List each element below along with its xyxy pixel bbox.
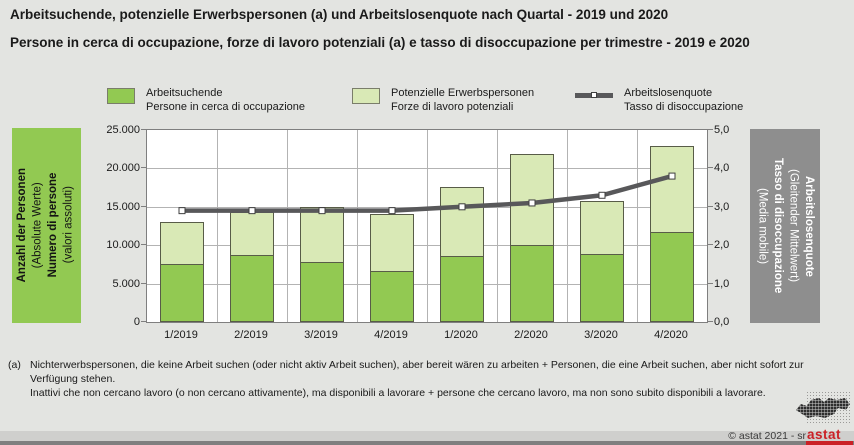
left-tick-label: 20.000 [106,162,140,175]
left-axis-tick [141,205,146,207]
plot-area [146,129,708,323]
legend-label-it: Forze di lavoro potenziali [391,100,514,113]
left-tick-label: 0 [133,316,140,328]
legend-label-de: Arbeitslosenquote [624,87,713,99]
right-tick-label: 2,0 [714,239,730,252]
legend-label-it: Tasso di disoccupazione [624,100,744,113]
x-label-3/2020: 3/2020 [584,329,618,341]
right-axis-tick [708,167,713,169]
bar-potenzielle-3/2020 [580,201,624,255]
line-marker-3/2019 [318,207,326,215]
line-marker-1/2019 [178,207,186,215]
bar-arbeitsuchende-3/2019 [300,262,344,322]
x-label-4/2020: 4/2020 [654,329,688,341]
footer-band [0,431,854,441]
right-tick-label: 0,0 [714,316,730,328]
legend-label-de: Arbeitsuchende [146,87,223,99]
bar-arbeitsuchende-3/2020 [580,254,624,322]
legend-label-it: Persone in cerca di occupazione [146,100,305,113]
x-label-1/2020: 1/2020 [444,329,478,341]
legend-item-potenzielle: Potenzielle Erwerbspersonen Forze di lav… [352,87,534,115]
line-marker-4/2020 [668,172,676,180]
right-tick-label: 4,0 [714,162,730,175]
v-gridline [287,130,288,322]
right-axis-title: Arbeitslosenquote (Gleitender Mittelwert… [756,158,816,294]
line-marker-2/2019 [248,207,256,215]
footnote-text: Nichterwerbspersonen, die keine Arbeit s… [30,359,828,401]
right-tick-label: 1,0 [714,277,730,290]
astat-logo-bar [806,441,853,445]
bar-potenzielle-1/2019 [160,222,204,265]
right-axis-tick [708,244,713,246]
astat-logo: astat [807,427,842,442]
v-gridline [567,130,568,322]
bar-potenzielle-4/2019 [370,214,414,272]
line-marker-3/2020 [598,191,606,199]
left-tick-label: 10.000 [106,239,140,252]
right-tick-label: 3,0 [714,200,730,213]
page-title-de: Arbeitsuchende, potenzielle Erwerbsperso… [10,7,669,22]
right-axis-tick [708,205,713,207]
footnote-it: Inattivi che non cercano lavoro (o non c… [30,386,766,399]
left-tick-label: 15.000 [106,200,140,213]
bar-potenzielle-4/2020 [650,146,694,233]
right-axis-tick [708,282,713,284]
legend-label-arbeitslosenquote: Arbeitslosenquote Tasso di disoccupazion… [624,87,743,115]
bar-arbeitsuchende-4/2020 [650,232,694,322]
legend-label-arbeitsuchende: Arbeitsuchende Persone in cerca di occup… [146,87,305,115]
x-label-3/2019: 3/2019 [304,329,338,341]
v-gridline [497,130,498,322]
left-tick-label: 5.000 [112,277,140,290]
legend-swatch-potenzielle [352,88,380,104]
v-gridline [427,130,428,322]
v-gridline [357,130,358,322]
bar-arbeitsuchende-4/2019 [370,271,414,322]
line-marker-4/2019 [388,207,396,215]
left-axis-tick [141,167,146,169]
right-axis-tick-labels: 5,0 4,0 3,0 2,0 1,0 0,0 [714,124,754,328]
legend-line-marker [591,92,597,98]
x-axis-labels: 1/2019 2/2019 3/2019 4/2019 1/2020 2/2020 3/20… [146,329,706,343]
right-axis-title-box: Arbeitslosenquote (Gleitender Mittelwert… [750,129,820,323]
footnote-marker: (a) [8,359,21,371]
footnote-de: Nichterwerbspersonen, die keine Arbeit s… [30,359,804,385]
x-label-2/2020: 2/2020 [514,329,548,341]
bar-potenzielle-1/2020 [440,187,484,257]
left-tick-label: 25.000 [106,124,140,136]
left-axis-tick [141,244,146,246]
bar-arbeitsuchende-2/2019 [230,255,274,322]
x-label-4/2019: 4/2019 [374,329,408,341]
right-tick-label: 5,0 [714,124,730,136]
right-axis-tick [708,321,713,322]
legend-line-swatch [575,92,613,98]
v-gridline [217,130,218,322]
legend-label-potenzielle: Potenzielle Erwerbspersonen Forze di lav… [391,87,534,115]
copyright-text: © astat 2021 - sr [728,430,806,442]
legend-label-de: Potenzielle Erwerbspersonen [391,87,535,99]
page-title-it: Persone in cerca di occupazione, forze d… [10,35,750,50]
bar-arbeitsuchende-2/2020 [510,245,554,322]
line-marker-2/2020 [528,199,536,207]
right-axis-tick [708,129,713,130]
legend-item-arbeitsuchende: Arbeitsuchende Persone in cerca di occup… [107,87,305,115]
left-axis-tick-labels: 25.000 20.000 15.000 10.000 5.000 0 [60,124,140,328]
x-label-1/2019: 1/2019 [164,329,198,341]
bar-potenzielle-3/2019 [300,207,344,263]
legend-swatch-arbeitsuchende [107,88,135,104]
left-axis-tick [141,282,146,284]
footer-strip [0,441,854,445]
legend-item-arbeitslosenquote: Arbeitslosenquote Tasso di disoccupazion… [575,87,743,115]
v-gridline [637,130,638,322]
footnote: (a) Nichterwerbspersonen, die keine Arbe… [8,359,828,401]
left-axis-tick [141,129,146,130]
left-axis-tick [141,321,146,322]
unemployment-rate-line [178,172,676,215]
left-axis-title-box: Anzahl der Personen (Absolute Werte) Num… [12,128,81,323]
line-marker-1/2020 [458,203,466,211]
south-tyrol-map-icon [794,391,852,432]
x-label-2/2019: 2/2019 [234,329,268,341]
